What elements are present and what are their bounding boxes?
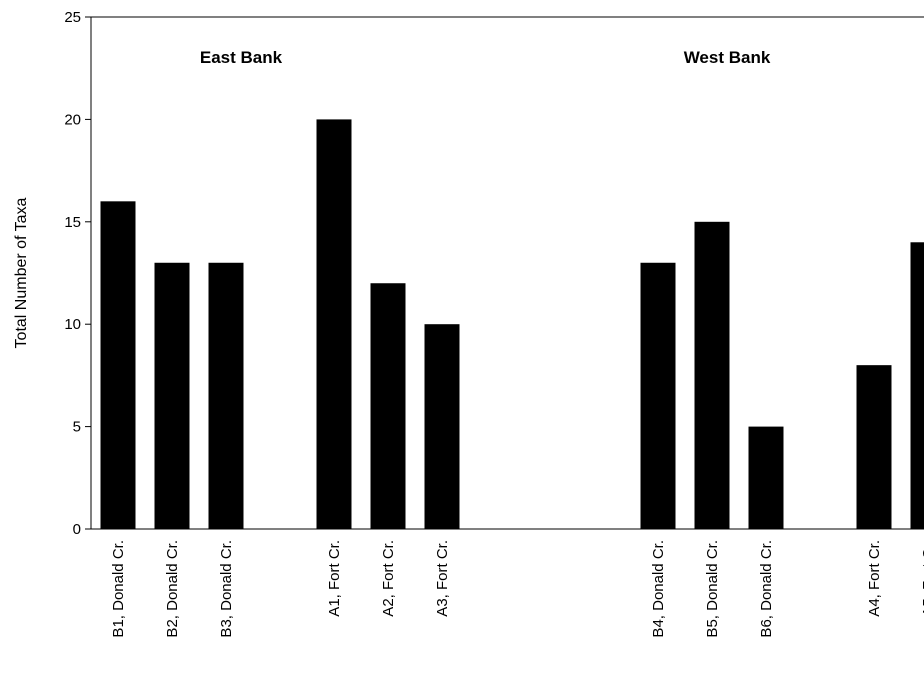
bar <box>100 201 136 529</box>
x-tick-label: A2, Fort Cr. <box>380 540 397 617</box>
bar <box>424 324 460 529</box>
y-tick-label: 25 <box>64 9 81 26</box>
x-tick-label: A4, Fort Cr. <box>866 540 883 617</box>
bar <box>910 242 924 529</box>
bar <box>316 119 352 530</box>
group-label-west: West Bank <box>684 48 771 67</box>
x-tick-label: B1, Donald Cr. <box>110 540 127 638</box>
x-tick-label: A5, Fort Cr. <box>920 540 924 617</box>
y-tick-label: 5 <box>73 419 81 436</box>
x-tick-label: B3, Donald Cr. <box>218 540 235 638</box>
x-tick-label: B4, Donald Cr. <box>650 540 667 638</box>
x-tick-labels: B1, Donald Cr. B2, Donald Cr. B3, Donald C… <box>110 540 924 638</box>
bar <box>154 262 190 529</box>
group-label-east: East Bank <box>200 48 283 67</box>
x-tick-label: B5, Donald Cr. <box>704 540 721 638</box>
x-tick-label: B6, Donald Cr. <box>758 540 775 638</box>
bar <box>748 426 784 529</box>
y-axis-title: Total Number of Taxa <box>13 197 30 348</box>
y-tick-label: 10 <box>64 316 81 333</box>
bar <box>694 221 730 530</box>
bars <box>100 119 924 530</box>
bar <box>856 365 892 529</box>
bar <box>640 262 676 529</box>
bar <box>208 262 244 529</box>
bar <box>370 283 406 529</box>
y-tick-label: 15 <box>64 214 81 231</box>
x-tick-label: A3, Fort Cr. <box>434 540 451 617</box>
x-tick-label: B2, Donald Cr. <box>164 540 181 638</box>
y-ticks: 0 5 10 15 20 25 <box>64 9 91 538</box>
y-tick-label: 20 <box>64 111 81 128</box>
x-tick-label: A1, Fort Cr. <box>326 540 343 617</box>
y-tick-label: 0 <box>73 521 81 538</box>
